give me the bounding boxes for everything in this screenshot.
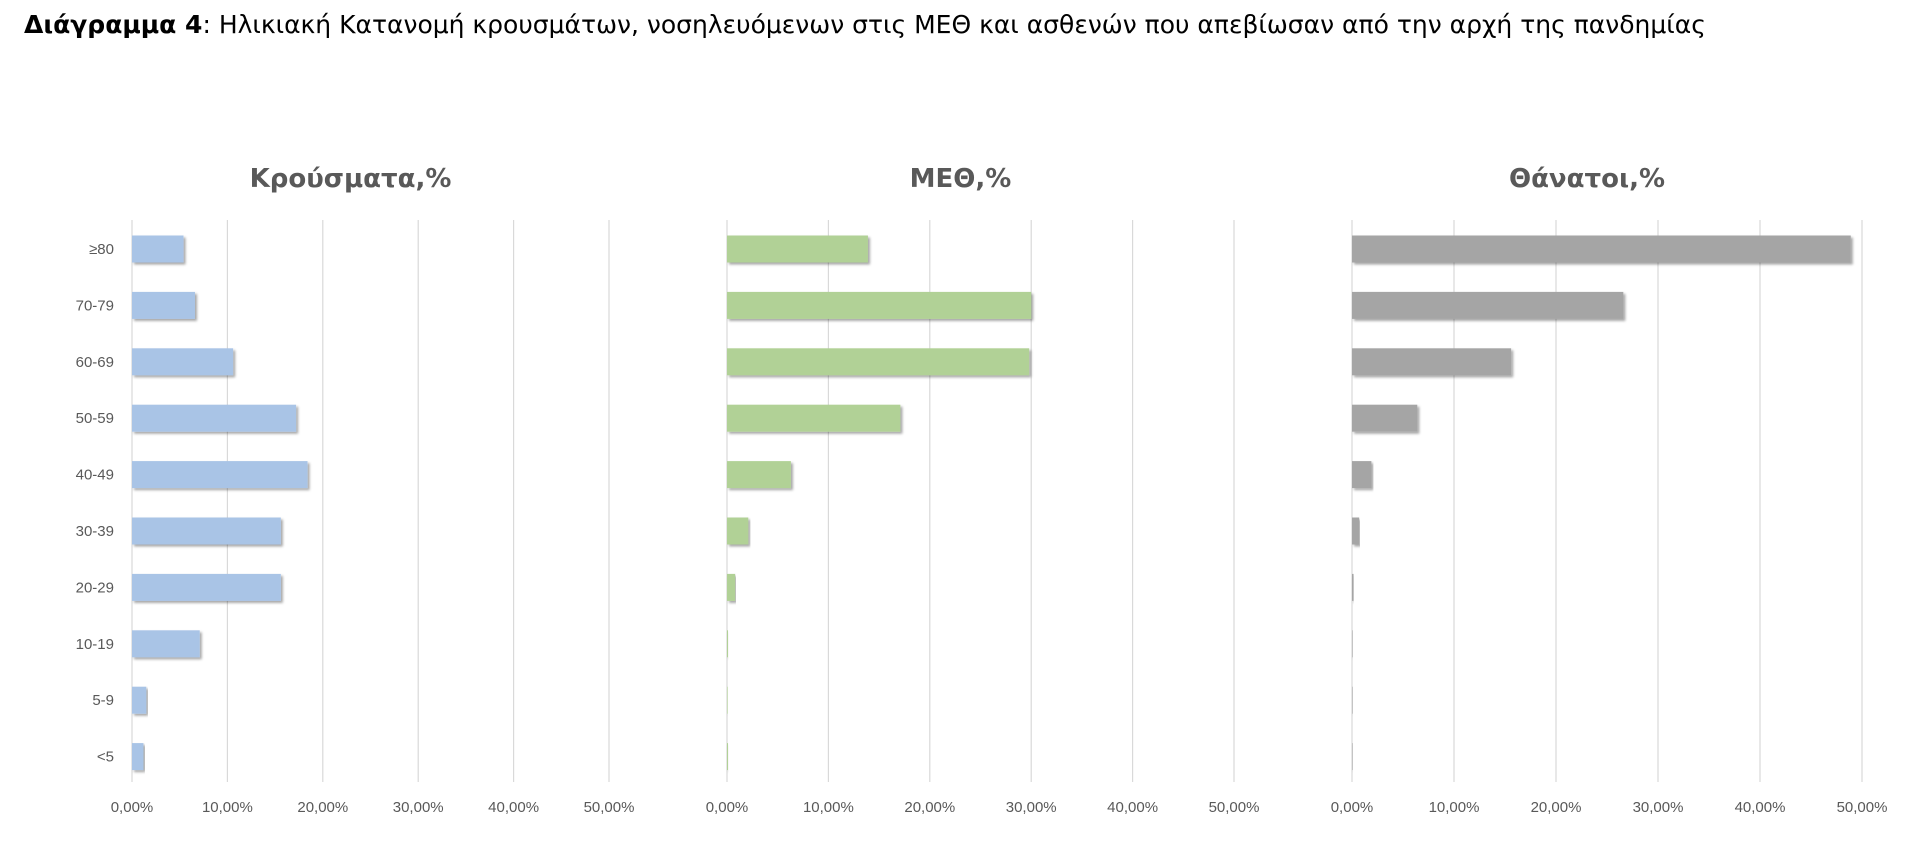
bar bbox=[1352, 404, 1418, 432]
y-category-label: 60-69 bbox=[76, 354, 114, 371]
x-tick-label: 20,00% bbox=[297, 799, 348, 816]
bar bbox=[132, 461, 308, 489]
x-tick-label: 50,00% bbox=[1837, 799, 1888, 816]
bar bbox=[727, 686, 728, 714]
chart-title: ΜΕΘ,% bbox=[910, 164, 1012, 194]
bar bbox=[727, 348, 1030, 376]
bar bbox=[1352, 630, 1353, 658]
bar bbox=[132, 291, 195, 319]
bar bbox=[132, 686, 147, 714]
x-tick-label: 50,00% bbox=[584, 799, 635, 816]
bar bbox=[727, 291, 1032, 319]
bar bbox=[132, 517, 281, 545]
bar bbox=[727, 461, 791, 489]
x-tick-label: 30,00% bbox=[1006, 799, 1057, 816]
bar bbox=[727, 404, 901, 432]
y-category-label: 40-49 bbox=[76, 467, 114, 484]
bar bbox=[1352, 573, 1354, 601]
bar bbox=[1352, 348, 1512, 376]
y-category-label: ≥80 bbox=[89, 241, 114, 258]
figure-caption-label: Διάγραμμα 4 bbox=[24, 10, 203, 39]
x-tick-label: 20,00% bbox=[1531, 799, 1582, 816]
figure-caption-separator: : bbox=[202, 10, 211, 39]
y-category-label: 10-19 bbox=[76, 636, 114, 653]
bar bbox=[132, 573, 281, 601]
bar bbox=[1352, 291, 1624, 319]
bar bbox=[132, 404, 297, 432]
bar bbox=[727, 573, 736, 601]
figure-caption: Διάγραμμα 4: Ηλικιακή Κατανομή κρουσμάτω… bbox=[24, 10, 1706, 39]
x-tick-label: 10,00% bbox=[1429, 799, 1480, 816]
chart-title: Θάνατοι,% bbox=[1509, 164, 1665, 194]
bar bbox=[1352, 235, 1851, 263]
bar bbox=[132, 235, 184, 263]
x-tick-label: 40,00% bbox=[488, 799, 539, 816]
x-tick-label: 40,00% bbox=[1735, 799, 1786, 816]
bar bbox=[1352, 461, 1372, 489]
bar bbox=[1352, 686, 1353, 714]
y-category-label: 30-39 bbox=[76, 523, 114, 540]
x-tick-label: 20,00% bbox=[904, 799, 955, 816]
x-tick-label: 50,00% bbox=[1209, 799, 1260, 816]
bar bbox=[727, 743, 729, 771]
y-category-label: 5-9 bbox=[92, 692, 114, 709]
y-category-label: <5 bbox=[97, 749, 114, 766]
chart-title: Κρούσματα,% bbox=[250, 164, 452, 194]
y-category-label: 50-59 bbox=[76, 410, 114, 427]
bar bbox=[132, 630, 200, 658]
figure-caption-text: Ηλικιακή Κατανομή κρουσμάτων, νοσηλευόμε… bbox=[210, 10, 1706, 39]
chart-panel-1: Κρούσματα,% 0,00% 10,00% 20,00% 30,00% 40,00%… bbox=[76, 164, 635, 816]
x-tick-label: 0,00% bbox=[111, 799, 154, 816]
bar bbox=[1352, 517, 1360, 545]
chart-panel-2: ΜΕΘ,% 0,00% 10,00% 20,00% 30,00% 40,00% 50,00% bbox=[706, 164, 1260, 816]
x-tick-label: 0,00% bbox=[1331, 799, 1374, 816]
bar bbox=[132, 743, 144, 771]
bar bbox=[132, 348, 234, 376]
bar bbox=[727, 235, 868, 263]
x-tick-label: 10,00% bbox=[803, 799, 854, 816]
bar bbox=[1352, 743, 1353, 771]
x-tick-label: 0,00% bbox=[706, 799, 749, 816]
x-tick-label: 10,00% bbox=[202, 799, 253, 816]
x-tick-label: 30,00% bbox=[393, 799, 444, 816]
bar bbox=[727, 630, 729, 658]
y-category-label: 70-79 bbox=[76, 297, 114, 314]
y-category-label: 20-29 bbox=[76, 579, 114, 596]
chart-panel-3: Θάνατοι,% 0,00% 10,00% 20,00% 30,00% 40,00% 50… bbox=[1331, 164, 1888, 816]
x-tick-label: 40,00% bbox=[1107, 799, 1158, 816]
x-tick-label: 30,00% bbox=[1633, 799, 1684, 816]
bar bbox=[727, 517, 749, 545]
